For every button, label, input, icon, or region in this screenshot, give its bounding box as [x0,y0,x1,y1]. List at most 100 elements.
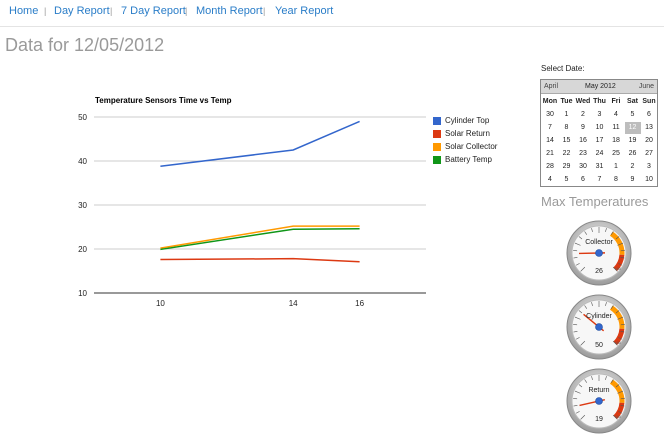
gauge-danger-band [613,402,625,420]
next-month-link[interactable]: June [638,83,654,90]
calendar-day[interactable]: 10 [595,124,604,131]
nav-home-link[interactable]: Home [9,5,39,17]
calendar-day[interactable]: 11 [612,124,620,131]
prev-month-link[interactable]: April [544,83,559,90]
legend-item[interactable]: Cylinder Top [433,115,508,128]
collector-gauge: 160 Collector 26 [566,220,632,286]
calendar-day[interactable]: 17 [595,137,604,144]
gauge-tick [573,330,578,333]
weekday-label: Sat [627,98,638,105]
calendar-day[interactable]: 14 [546,137,554,144]
gauge-tick [584,231,588,235]
legend-item[interactable]: Battery Temp [433,154,508,167]
calendar-day[interactable]: 15 [562,137,571,144]
calendar-day[interactable]: 30 [546,111,554,118]
gauge-tick [615,236,620,240]
calendar-day[interactable]: 19 [628,137,637,144]
gauge-max-label: 160 [615,415,621,419]
nav-7-day-report-link[interactable]: 7 Day Report [121,5,186,17]
legend-label: Solar Return [445,129,490,138]
calendar-day[interactable]: 6 [581,176,585,183]
weekday-label: Sun [642,98,656,105]
calendar-day[interactable]: 3 [647,163,651,170]
calendar-day[interactable]: 9 [630,176,635,183]
gauge-tick [578,310,583,314]
gauge-tick [575,263,580,266]
gauge-tick [591,228,593,233]
calendar-day[interactable]: 8 [614,176,618,183]
nav-month-report-link[interactable]: Month Report [196,5,263,17]
gauge-warning-band [609,379,625,403]
top-nav: Home | Day Report | 7 Day Report | Month… [0,0,664,27]
calendar-day[interactable]: 2 [630,163,635,170]
calendar-day[interactable]: 22 [562,150,571,157]
gauge-value: 26 [595,268,603,275]
temperature-chart: 10 20 30 40 50 10 14 16 Temperature Sensors Tim… [64,90,504,310]
calendar-day[interactable]: 13 [645,124,653,131]
calendar-grid: Mon Tue Wed Thu Fri Sat Sun 30 1 2 3 4 5 6 7 8 9 10 11 12 13… [541,96,657,187]
legend-swatch [433,117,441,125]
legend-item[interactable]: Solar Return [433,128,508,141]
calendar-day[interactable]: 20 [645,137,653,144]
chart-plot: 10 20 30 40 50 10 14 16 [78,113,426,308]
calendar-day[interactable]: 6 [647,111,651,118]
weekday-label: Fri [611,98,621,105]
date-picker: April May 2012 June Mon Tue Wed Thu Fri Sat Su… [540,79,658,187]
calendar-day[interactable]: 9 [581,124,585,131]
series-line[interactable] [160,225,360,249]
series-line[interactable] [160,228,360,251]
calendar-day[interactable]: 21 [546,150,554,157]
calendar-day[interactable]: 27 [645,150,653,157]
gauge-tick [575,337,580,340]
calendar-day[interactable]: 29 [562,163,571,170]
calendar-day[interactable]: 26 [628,150,637,157]
calendar-day[interactable]: 10 [645,176,653,183]
calendar-day[interactable]: 18 [612,137,620,144]
gauge-tick [584,305,588,309]
current-month-label: May 2012 [585,83,616,90]
y-tick-label: 50 [78,113,87,122]
nav-separator: | [44,6,47,16]
weekday-label: Tue [560,98,573,105]
calendar-day[interactable]: 8 [564,124,569,131]
calendar-day[interactable]: 3 [597,111,602,118]
gauge-tick [618,411,623,414]
nav-separator: | [185,6,188,16]
calendar-day[interactable]: 23 [579,150,587,157]
calendar-day[interactable]: 16 [579,137,587,144]
calendar-day[interactable]: 1 [614,163,618,170]
calendar-day[interactable]: 1 [564,111,569,118]
gauge-tick [574,390,581,394]
legend-swatch [433,143,441,151]
y-tick-label: 40 [78,157,87,166]
calendar-day[interactable]: 28 [546,163,554,170]
calendar-day[interactable]: 5 [564,176,569,183]
series-line[interactable] [160,257,360,263]
calendar-day[interactable]: 24 [595,150,604,157]
calendar-day[interactable]: 4 [614,111,618,118]
nav-year-report-link[interactable]: Year Report [275,5,334,17]
calendar-day[interactable]: 31 [595,163,604,170]
gauge-tick [610,379,614,383]
gauge-tick [580,414,586,420]
calendar-header: April May 2012 June [541,80,657,94]
legend-swatch [433,156,441,164]
calendar-week-row: 21 22 23 24 25 26 27 [541,148,657,161]
calendar-day[interactable]: 25 [612,150,620,157]
gauge-tick [573,256,578,259]
nav-day-report-link[interactable]: Day Report [54,5,110,17]
calendar-day[interactable]: 4 [548,176,552,183]
calendar-day[interactable]: 5 [630,111,635,118]
calendar-day[interactable]: 7 [597,176,602,183]
gauge-tick [617,316,624,320]
calendar-week-row: 7 8 9 10 11 12 13 [541,122,657,135]
calendar-day[interactable]: 7 [548,124,552,131]
legend-item[interactable]: Solar Collector [433,141,508,154]
legend-label: Battery Temp [445,155,492,164]
calendar-day[interactable]: 2 [581,111,585,118]
chart-legend: Cylinder Top Solar Return Solar Collecto… [433,115,508,167]
calendar-day-selected[interactable]: 12 [624,122,641,134]
series-line[interactable] [160,120,360,168]
gauge-tick [620,404,625,407]
calendar-day[interactable]: 30 [579,163,587,170]
